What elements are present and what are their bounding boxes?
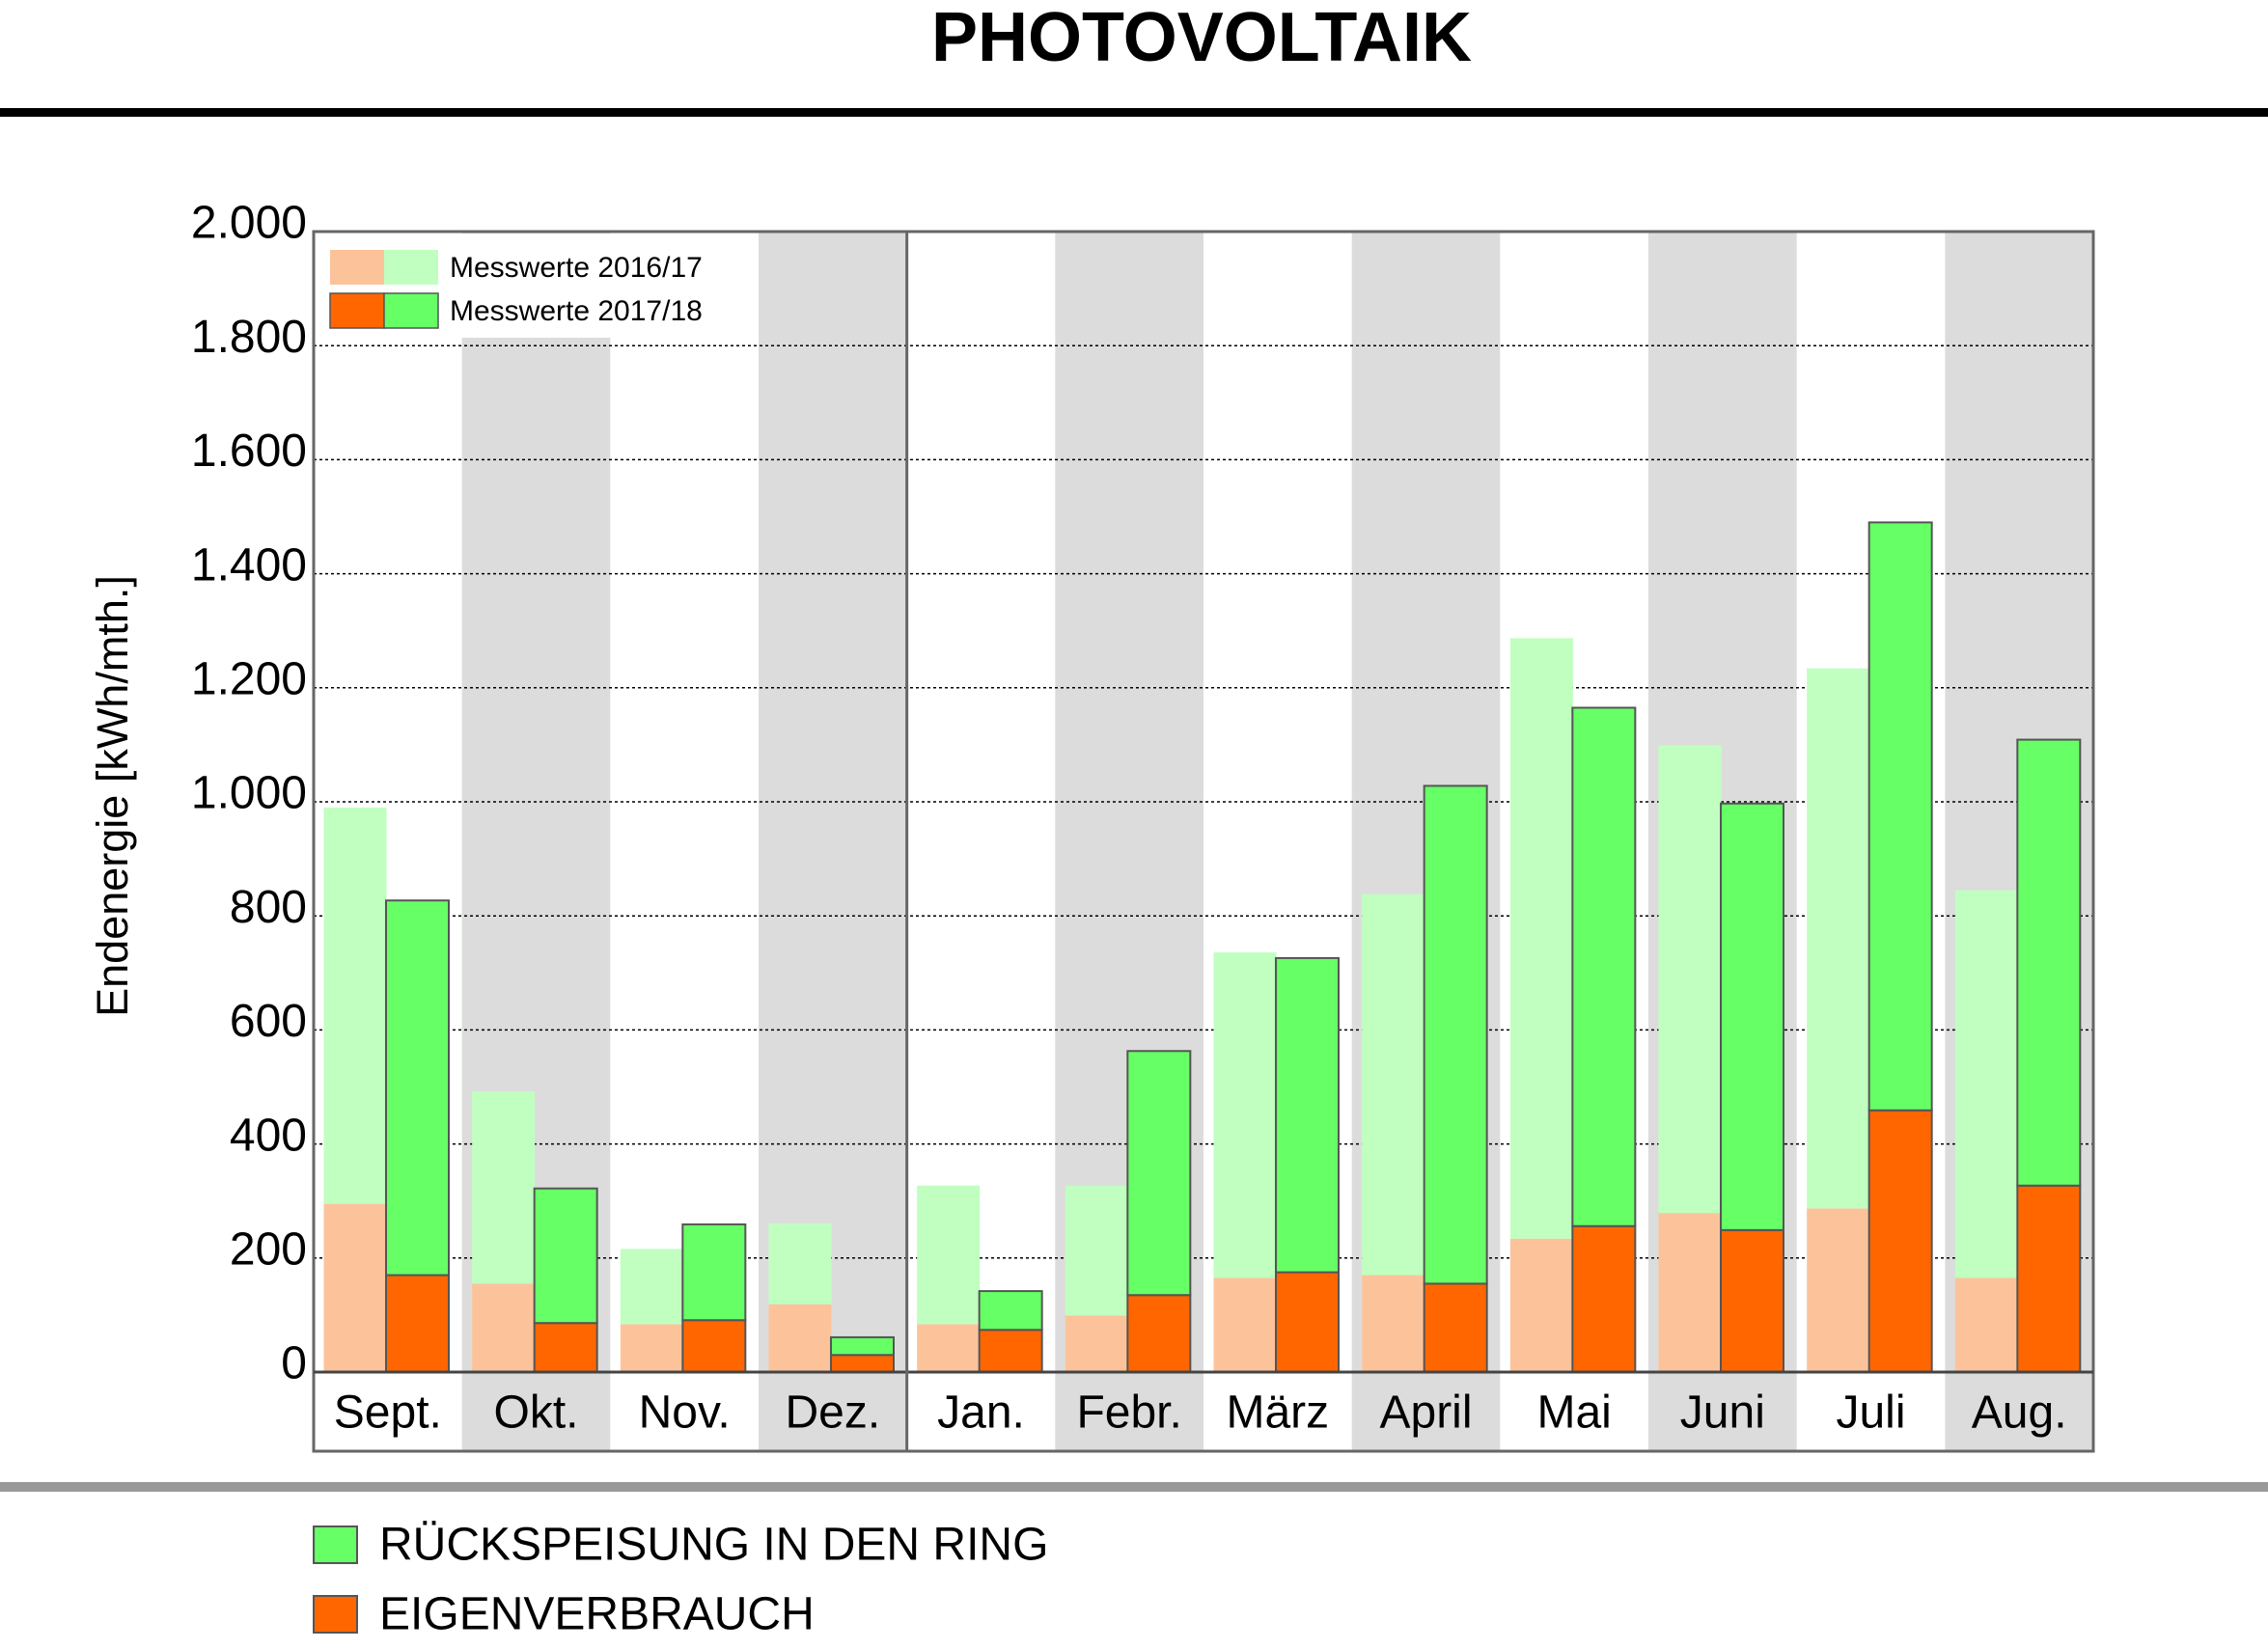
bar-segment [1065, 1315, 1128, 1372]
bar-segment [917, 1185, 981, 1325]
bar-segment [768, 1223, 832, 1305]
y-tick-label: 1.200 [191, 653, 307, 704]
bar-segment [1213, 952, 1277, 1278]
bar-segment [2016, 738, 2082, 1187]
y-axis-title: Endenergie [kWh/mth.] [88, 575, 137, 1017]
legend-label: EIGENVERBRAUCH [379, 1589, 815, 1640]
x-tick-label: Nov. [639, 1388, 731, 1439]
bar-segment [830, 1335, 895, 1357]
bar-segment [978, 1290, 1043, 1332]
x-tick-label: Sept. [334, 1388, 442, 1439]
x-tick-label: März [1226, 1388, 1329, 1439]
bar-segment [917, 1324, 981, 1372]
bar-segment [1126, 1050, 1192, 1297]
title-rule [0, 108, 2268, 117]
y-tick-label: 1.800 [191, 312, 307, 363]
bar-segment [978, 1329, 1043, 1373]
bar-segment [620, 1249, 683, 1325]
y-tick-label: 600 [230, 996, 307, 1047]
chart-title: PHOTOVOLTAIK [931, 0, 1472, 76]
bar-segment [1509, 638, 1573, 1239]
bar-segment [1065, 1185, 1128, 1316]
y-tick-label: 1.400 [191, 539, 307, 591]
x-tick-label: Okt. [493, 1388, 578, 1439]
bar-segment [620, 1324, 683, 1372]
y-tick-label: 1.000 [191, 768, 307, 819]
bar-segment [1213, 1278, 1277, 1372]
bar-segment [472, 1283, 536, 1372]
bar-segment [1571, 1224, 1637, 1373]
bar-segment [1275, 956, 1340, 1274]
bar-segment [1867, 521, 1933, 1112]
bar-segment [1423, 784, 1488, 1285]
legend-swatch [384, 250, 438, 285]
bar-segment [385, 1274, 450, 1374]
legend-swatch [383, 292, 439, 329]
bar-segment [1362, 1275, 1425, 1372]
bar-segment [1807, 1208, 1870, 1372]
bar-segment [1720, 1228, 1784, 1373]
bar-segment [681, 1319, 747, 1373]
legend-swatch [313, 1525, 358, 1564]
x-tick-label: Juni [1680, 1388, 1765, 1439]
bar-segment [1571, 706, 1637, 1227]
y-tick-label: 1.600 [191, 426, 307, 477]
bar-segment [1509, 1238, 1573, 1372]
legend-label: RÜCKSPEISUNG IN DEN RING [379, 1520, 1048, 1571]
bar-segment [1954, 890, 2018, 1278]
bar-segment [1720, 802, 1784, 1231]
y-tick-label: 400 [230, 1110, 307, 1161]
x-tick-label: April [1379, 1388, 1472, 1439]
x-tick-label: Febr. [1076, 1388, 1181, 1439]
bar-segment [323, 807, 387, 1204]
y-tick-label: 0 [281, 1338, 307, 1389]
legend-swatch [329, 292, 385, 329]
x-tick-label: Mai [1536, 1388, 1611, 1439]
bar-segment [533, 1187, 598, 1325]
x-tick-label: Aug. [1972, 1388, 2067, 1439]
bar-segment [1954, 1278, 2018, 1372]
footer-rule [0, 1482, 2268, 1492]
bar-segment [1658, 1213, 1722, 1372]
legend-swatch [330, 250, 384, 285]
bar-segment [768, 1304, 832, 1372]
x-tick-label: Jan. [937, 1388, 1025, 1439]
y-tick-label: 800 [230, 882, 307, 933]
bar-segment [830, 1354, 895, 1374]
bar-segment [681, 1223, 747, 1322]
bar-segment [1807, 668, 1870, 1209]
bar-segment [1275, 1271, 1340, 1373]
bar-segment [533, 1322, 598, 1373]
legend-swatch [313, 1595, 358, 1634]
bar-segment [1658, 745, 1722, 1214]
bar-segment [1423, 1282, 1488, 1374]
y-tick-label: 200 [230, 1223, 307, 1275]
bar-segment [323, 1203, 387, 1372]
bar-segment [472, 1091, 536, 1284]
bar-segment [1867, 1109, 1933, 1373]
y-tick-label: 2.000 [191, 198, 307, 249]
bar-segment [1126, 1294, 1192, 1373]
plot-frame [312, 230, 2095, 1453]
bar-segment [385, 899, 450, 1277]
x-tick-label: Dez. [785, 1388, 880, 1439]
bar-segment [2016, 1184, 2082, 1374]
x-tick-label: Juli [1836, 1388, 1905, 1439]
legend-label: Messwerte 2017/18 [450, 295, 703, 327]
bar-segment [1362, 893, 1425, 1276]
legend-label: Messwerte 2016/17 [450, 252, 703, 284]
